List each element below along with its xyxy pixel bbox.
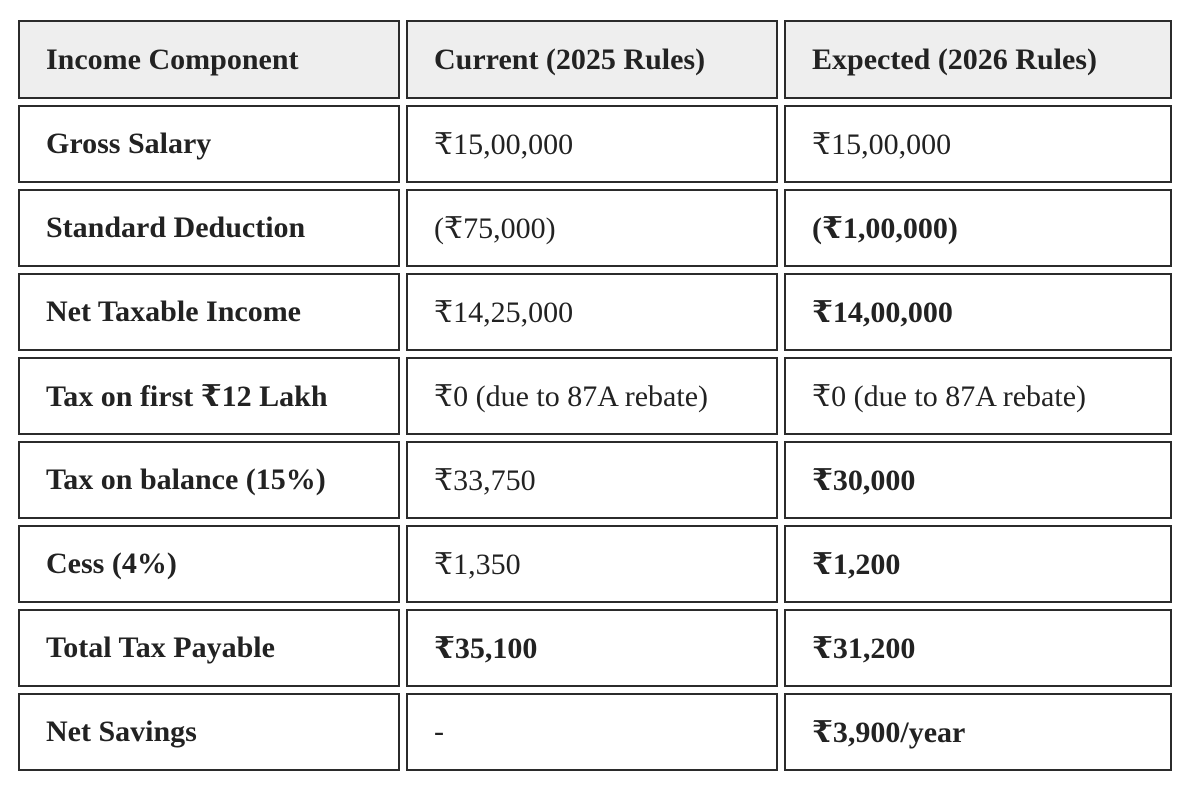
row: Tax on first ₹12 Lakh ₹0 (due to 87A reb… <box>18 357 1172 435</box>
cell: Standard Deduction <box>18 189 400 267</box>
cell: ₹0 (due to 87A rebate) <box>784 357 1172 435</box>
cell: ₹33,750 <box>406 441 778 519</box>
cell: Cess (4%) <box>18 525 400 603</box>
cell: ₹1,350 <box>406 525 778 603</box>
row: Net Taxable Income ₹14,25,000 ₹14,00,000 <box>18 273 1172 351</box>
row: Net Savings - ₹3,900/year <box>18 693 1172 771</box>
header-cell: Expected (2026 Rules) <box>784 20 1172 99</box>
row: Total Tax Payable ₹35,100 ₹31,200 <box>18 609 1172 687</box>
cell: ₹1,200 <box>784 525 1172 603</box>
cell: Tax on balance (15%) <box>18 441 400 519</box>
header-cell: Current (2025 Rules) <box>406 20 778 99</box>
row: Tax on balance (15%) ₹33,750 ₹30,000 <box>18 441 1172 519</box>
row: Gross Salary ₹15,00,000 ₹15,00,000 <box>18 105 1172 183</box>
cell: ₹15,00,000 <box>784 105 1172 183</box>
cell: ₹35,100 <box>406 609 778 687</box>
cell: ₹3,900/year <box>784 693 1172 771</box>
cell: ₹31,200 <box>784 609 1172 687</box>
cell: Tax on first ₹12 Lakh <box>18 357 400 435</box>
cell: ₹0 (due to 87A rebate) <box>406 357 778 435</box>
cell: - <box>406 693 778 771</box>
row: Cess (4%) ₹1,350 ₹1,200 <box>18 525 1172 603</box>
cell: ₹15,00,000 <box>406 105 778 183</box>
cell: Gross Salary <box>18 105 400 183</box>
header-row: Income Component Current (2025 Rules) Ex… <box>18 20 1172 99</box>
header-cell: Income Component <box>18 20 400 99</box>
cell: Net Taxable Income <box>18 273 400 351</box>
cell: Total Tax Payable <box>18 609 400 687</box>
cell: ₹14,00,000 <box>784 273 1172 351</box>
cell: (₹75,000) <box>406 189 778 267</box>
cell: (₹1,00,000) <box>784 189 1172 267</box>
cell: ₹14,25,000 <box>406 273 778 351</box>
cell: ₹30,000 <box>784 441 1172 519</box>
row: Standard Deduction (₹75,000) (₹1,00,000) <box>18 189 1172 267</box>
cell: Net Savings <box>18 693 400 771</box>
tax-table: Income Component Current (2025 Rules) Ex… <box>12 14 1178 777</box>
